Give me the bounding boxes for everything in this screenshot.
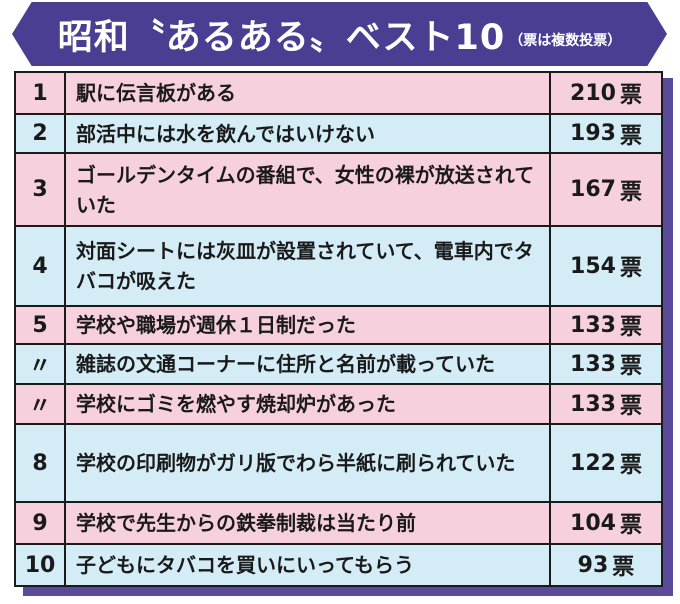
vote-count: 93 [577, 552, 609, 578]
vote-count: 133 [570, 312, 616, 338]
vote-unit: 票 [619, 256, 642, 281]
title-banner: 昭和〝あるある〟ベスト10 （票は複数投票） [12, 2, 667, 66]
item-cell: 子どもにタバコを買いにいってもらう [76, 553, 414, 577]
subtitle: （票は複数投票） [509, 33, 622, 49]
rank-cell: 4 [16, 227, 66, 305]
rank-cell: 8 [16, 425, 66, 501]
item-cell: 学校の印刷物がガリ版でわら半紙に刷られていた [76, 451, 516, 475]
table-row: 〃 学校にゴミを燃やす焼却炉があった 133 票 [16, 385, 661, 425]
rank-cell: 〃 [16, 345, 66, 383]
votes-cell: 93 票 [549, 545, 661, 585]
rank-cell: 1 [16, 73, 66, 113]
item-cell: 学校にゴミを燃やす焼却炉があった [76, 392, 396, 416]
votes-cell: 210 票 [549, 73, 661, 113]
votes-cell: 104 票 [549, 503, 661, 543]
vote-unit: 票 [619, 83, 642, 108]
item-cell: 雑誌の文通コーナーに住所と名前が載っていた [76, 352, 495, 376]
ranking-table: 1 駅に伝言板がある 210 票 2 部活中には水を飲んではいけない 193 票 3… [14, 71, 663, 587]
item-cell: 駅に伝言板がある [76, 81, 236, 105]
votes-cell: 133 票 [549, 385, 661, 423]
item-cell: 対面シートには灰皿が設置されていて、電車内でタバコが吸えた [76, 239, 534, 293]
rank-cell: 3 [16, 154, 66, 225]
vote-count: 210 [570, 80, 616, 106]
vote-unit: 票 [612, 555, 635, 580]
vote-count: 167 [570, 177, 616, 202]
table-row: 9 学校で先生からの鉄拳制裁は当たり前 104 票 [16, 503, 661, 545]
vote-count: 122 [570, 450, 616, 476]
table-row: 5 学校や職場が週休１日制だった 133 票 [16, 307, 661, 345]
table-row: 8 学校の印刷物がガリ版でわら半紙に刷られていた 122 票 [16, 425, 661, 503]
vote-unit: 票 [619, 354, 642, 379]
vote-unit: 票 [619, 179, 642, 205]
table-row: 1 駅に伝言板がある 210 票 [16, 73, 661, 115]
vote-unit: 票 [619, 315, 642, 340]
votes-cell: 133 票 [549, 307, 661, 343]
item-cell: 学校や職場が週休１日制だった [76, 313, 356, 337]
table-row: 3 ゴールデンタイムの番組で、女性の裸が放送されていた 167 票 [16, 154, 661, 227]
votes-cell: 167 票 [549, 154, 661, 225]
vote-unit: 票 [619, 513, 642, 538]
item-cell: 部活中には水を飲んではいけない [76, 121, 375, 146]
table-row: 4 対面シートには灰皿が設置されていて、電車内でタバコが吸えた 154 票 [16, 227, 661, 307]
votes-cell: 154 票 [549, 227, 661, 305]
vote-count: 193 [570, 121, 616, 146]
vote-count: 133 [570, 351, 616, 377]
vote-count: 154 [570, 253, 616, 279]
rank-cell: 〃 [16, 385, 66, 423]
table-row: 2 部活中には水を飲んではいけない 193 票 [16, 115, 661, 154]
votes-cell: 133 票 [549, 345, 661, 383]
vote-unit: 票 [619, 394, 642, 419]
vote-unit: 票 [619, 453, 642, 478]
vote-count: 133 [570, 391, 616, 417]
votes-cell: 193 票 [549, 115, 661, 152]
title: 昭和〝あるある〟ベスト10 [57, 17, 506, 58]
rank-cell: 10 [16, 545, 66, 585]
votes-cell: 122 票 [549, 425, 661, 501]
rank-cell: 5 [16, 307, 66, 343]
table-row: 10 子どもにタバコを買いにいってもらう 93 票 [16, 545, 661, 585]
rank-cell: 2 [16, 115, 66, 152]
vote-unit: 票 [619, 123, 642, 149]
table-row: 〃 雑誌の文通コーナーに住所と名前が載っていた 133 票 [16, 345, 661, 385]
vote-count: 104 [570, 510, 616, 536]
item-cell: 学校で先生からの鉄拳制裁は当たり前 [76, 511, 416, 535]
item-cell: ゴールデンタイムの番組で、女性の裸が放送されていた [76, 162, 535, 217]
rank-cell: 9 [16, 503, 66, 543]
